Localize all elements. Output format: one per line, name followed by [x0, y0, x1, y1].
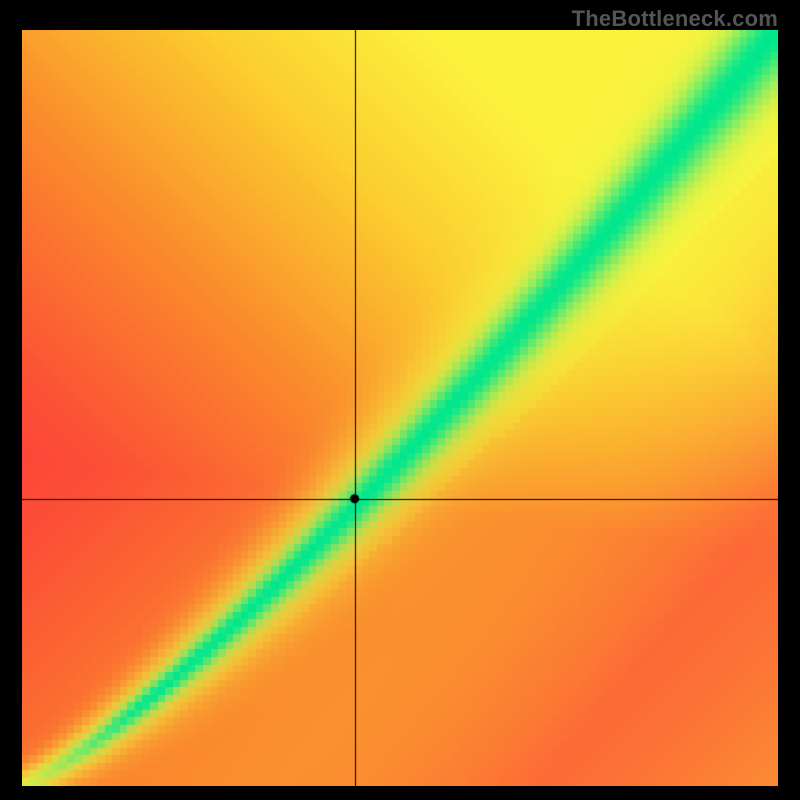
chart-container: TheBottleneck.com: [0, 0, 800, 800]
watermark-text: TheBottleneck.com: [572, 6, 778, 32]
bottleneck-heatmap: [22, 30, 778, 786]
